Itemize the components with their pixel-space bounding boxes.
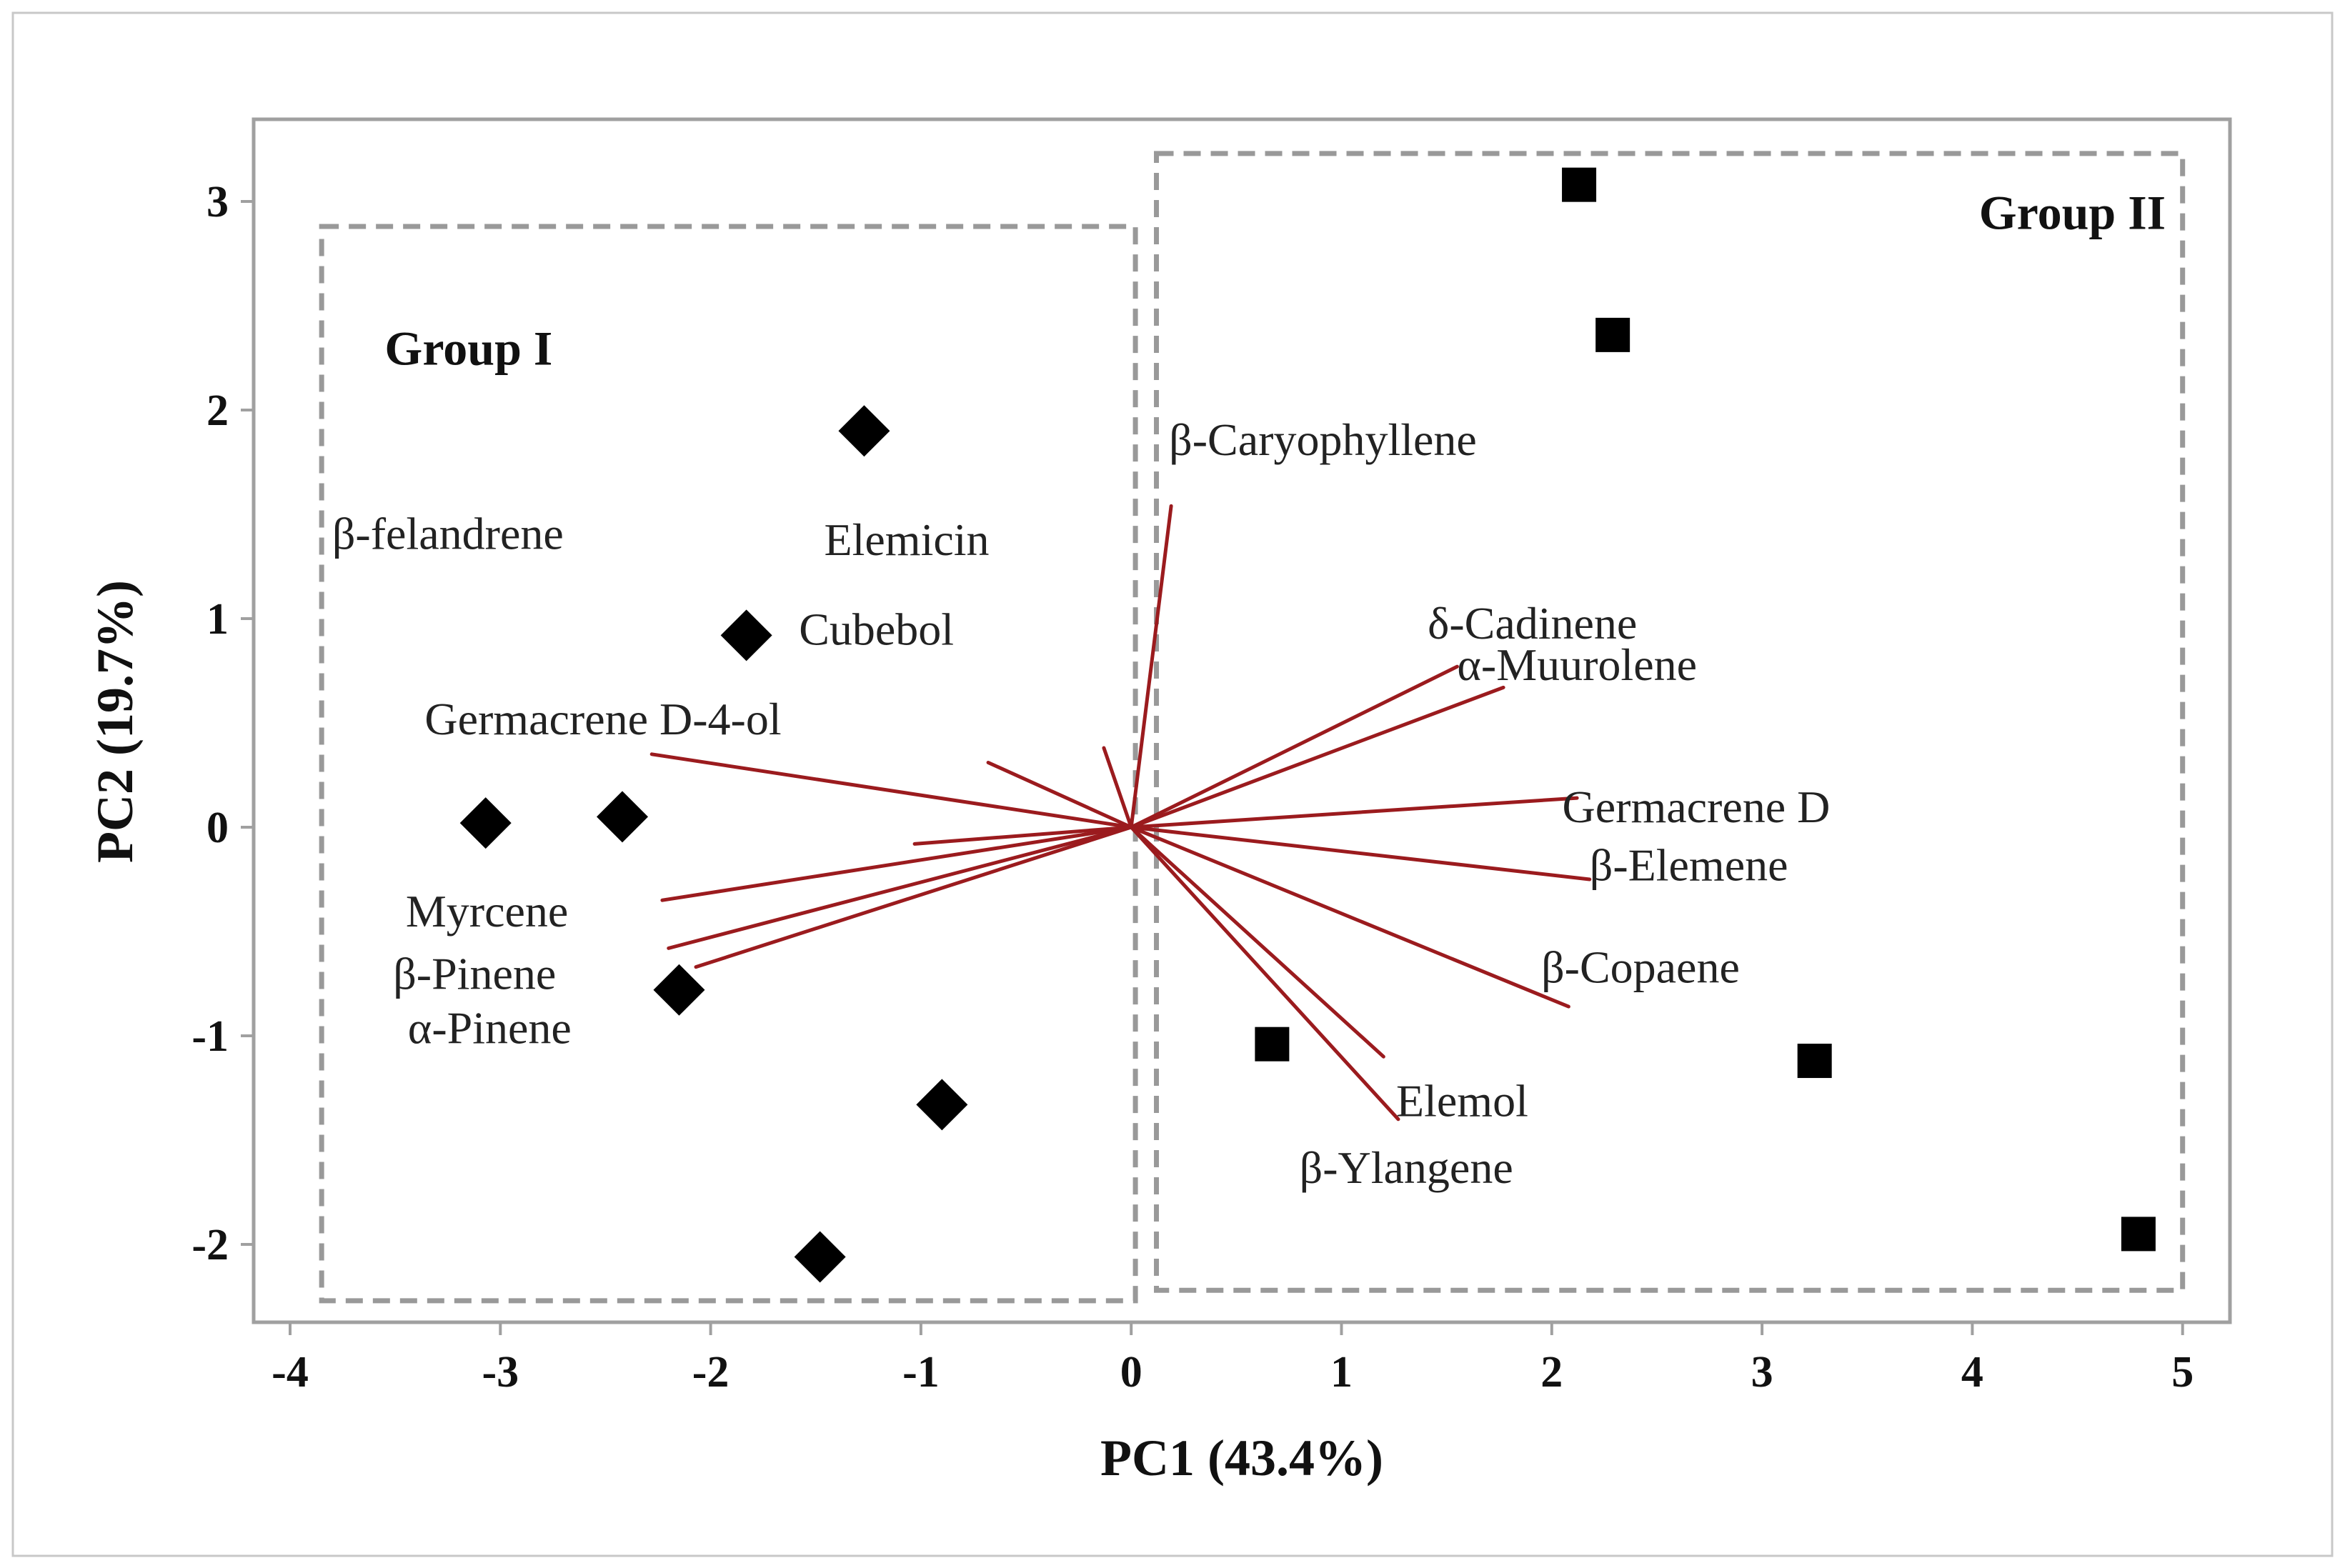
y-tick-label: -2 (191, 1221, 229, 1269)
loading-elemicin (986, 760, 1133, 829)
square-point (1797, 1044, 1832, 1079)
var-label-elemol: Elemol (1396, 1076, 1528, 1127)
y-tick-label: 2 (206, 386, 229, 435)
var-label-pinene: α-Pinene (408, 1002, 572, 1053)
y-tick-label: 3 (206, 178, 229, 226)
var-label-germacrene-d: Germacrene D (1563, 781, 1831, 832)
x-tick-label: 2 (1540, 1348, 1563, 1397)
diamond-point (720, 609, 772, 661)
square-point (1562, 167, 1597, 202)
outer-border (11, 11, 2334, 1557)
group-label-1: Group I (384, 321, 552, 375)
loading-copaene (1129, 825, 1570, 1009)
group-box-1 (319, 224, 1138, 1304)
loading-muurolene (1129, 685, 1505, 829)
y-tick-label: -1 (191, 1012, 229, 1061)
loading-caryophyllene (1129, 504, 1173, 829)
loading-ylangene (1129, 825, 1400, 1122)
var-label-felandrene: β-felandrene (332, 508, 564, 559)
loading-vectors (649, 504, 1592, 1122)
var-label-copaene: β-Copaene (1541, 942, 1740, 993)
x-tick-label: -2 (692, 1348, 730, 1397)
x-tick-label: 5 (2171, 1348, 2194, 1397)
diamond-point (916, 1079, 968, 1131)
group-label-2: Group II (1979, 186, 2166, 240)
loading-cubebol (912, 825, 1133, 846)
var-label-elemene: β-Elemene (1590, 840, 1788, 891)
loading-pinene (667, 825, 1133, 950)
var-label-caryophyllene: β-Caryophyllene (1169, 414, 1477, 465)
diamond-point (838, 405, 890, 457)
loading-pinene (694, 825, 1133, 969)
group-boxes: Group I Group II (319, 151, 2186, 1304)
diamond-point (794, 1231, 846, 1283)
x-tick-label: 4 (1961, 1348, 1983, 1397)
square-point (2121, 1217, 2156, 1252)
square-point (1255, 1027, 1290, 1062)
y-axis-title: PC2 (19.7%) (86, 580, 144, 863)
diamond-point (596, 791, 648, 843)
x-tick-label: 3 (1751, 1348, 1773, 1397)
var-label-pinene: β-Pinene (393, 948, 556, 999)
var-label-elemicin: Elemicin (825, 514, 990, 565)
loading-germacrene-d-4-ol (649, 752, 1133, 829)
diamond-point (459, 797, 512, 849)
var-label-myrcene: Myrcene (406, 886, 568, 937)
x-tick-label: -3 (482, 1348, 519, 1397)
x-axis-title: PC1 (43.4%) (1100, 1429, 1383, 1487)
axes: -4 -3 -2 -1 0 1 2 3 4 5 -2 -1 0 1 2 3 (191, 178, 2194, 1397)
var-label-germacrene-d-4-ol: Germacrene D-4-ol (424, 694, 781, 744)
loading-elemol (1129, 825, 1385, 1059)
x-tick-label: -4 (272, 1348, 309, 1397)
x-tick-label: 1 (1330, 1348, 1353, 1397)
y-tick-label: 0 (206, 804, 229, 852)
var-label-cadinene: δ-Cadinene (1428, 598, 1637, 649)
y-tick-label: 1 (206, 595, 229, 644)
x-tick-label: 0 (1120, 1348, 1142, 1397)
var-label-cubebol: Cubebol (799, 604, 954, 655)
loading-elemene (1129, 825, 1592, 882)
loading-felandrene (1102, 746, 1133, 829)
loading-cadinene (1129, 664, 1459, 829)
var-label-muurolene: α-Muurolene (1457, 639, 1697, 690)
var-label-ylangene: β-Ylangene (1300, 1142, 1513, 1193)
x-tick-label: -1 (902, 1348, 940, 1397)
sample-points (459, 167, 2156, 1283)
diamond-point (653, 964, 705, 1016)
plot-frame (252, 117, 2232, 1324)
group-box-2 (1154, 151, 2186, 1293)
square-point (1595, 317, 1630, 352)
loading-myrcene (660, 825, 1133, 902)
loading-germacrene-d (1129, 796, 1579, 829)
variable-labels: β-felandrene Elemicin Cubebol Germacrene D-… (332, 414, 1831, 1193)
